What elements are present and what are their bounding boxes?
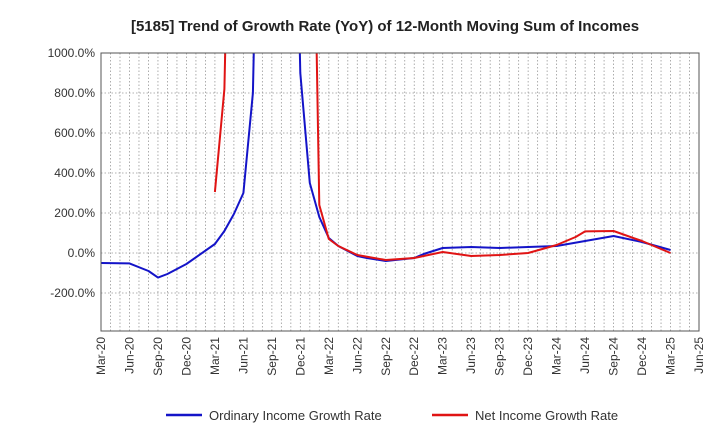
x-tick-label: Mar-24 — [550, 337, 564, 375]
y-tick-label: 1000.0% — [48, 46, 96, 60]
y-tick-label: 800.0% — [54, 86, 95, 100]
grid-layer — [100, 52, 700, 331]
x-tick-label: Sep-22 — [379, 337, 393, 376]
y-tick-labels: 1000.0% 800.0% 600.0% 400.0% 200.0% 0.0% -200.… — [48, 46, 96, 300]
x-tick-label: Jun-24 — [578, 337, 592, 374]
y-tick-label: 0.0% — [68, 246, 96, 260]
x-tick-label: Dec-20 — [179, 337, 193, 376]
series-layer — [101, 53, 671, 279]
y-tick-label: 400.0% — [54, 166, 95, 180]
x-tick-label: Sep-24 — [607, 337, 621, 376]
x-tick-label: Jun-20 — [122, 337, 136, 374]
y-tick-label: -200.0% — [50, 286, 95, 300]
legend: Ordinary Income Growth Rate Net Income Gr… — [166, 408, 618, 423]
x-tick-label: Mar-22 — [322, 337, 336, 375]
x-tick-label: Sep-23 — [493, 337, 507, 376]
legend-label-1: Ordinary Income Growth Rate — [209, 408, 382, 423]
x-tick-label: Dec-23 — [521, 337, 535, 376]
x-tick-labels: Mar-20 Jun-20 Sep-20 Dec-20 Mar-21 Jun-21 Sep-… — [94, 337, 706, 376]
legend-label-2: Net Income Growth Rate — [475, 408, 618, 423]
x-tick-label: Jun-23 — [464, 337, 478, 374]
x-tick-label: Jun-25 — [692, 337, 706, 374]
x-tick-label: Mar-20 — [94, 337, 108, 375]
x-tick-label: Dec-21 — [293, 337, 307, 376]
x-tick-label: Mar-23 — [436, 337, 450, 375]
x-tick-label: Mar-25 — [664, 337, 678, 375]
x-tick-label: Sep-20 — [151, 337, 165, 376]
x-tick-label: Sep-21 — [265, 337, 279, 376]
series-line-2 — [213, 53, 671, 261]
x-tick-label: Jun-22 — [350, 337, 364, 374]
y-tick-label: 200.0% — [54, 206, 95, 220]
plot-frame — [100, 52, 700, 332]
chart-title: [5185] Trend of Growth Rate (YoY) of 12-… — [131, 18, 639, 35]
x-tick-label: Mar-21 — [208, 337, 222, 375]
y-tick-label: 600.0% — [54, 126, 95, 140]
series-line-1 — [101, 53, 671, 279]
x-tick-label: Jun-21 — [236, 337, 250, 374]
x-tick-label: Dec-24 — [635, 337, 649, 376]
x-tick-label: Dec-22 — [407, 337, 421, 376]
